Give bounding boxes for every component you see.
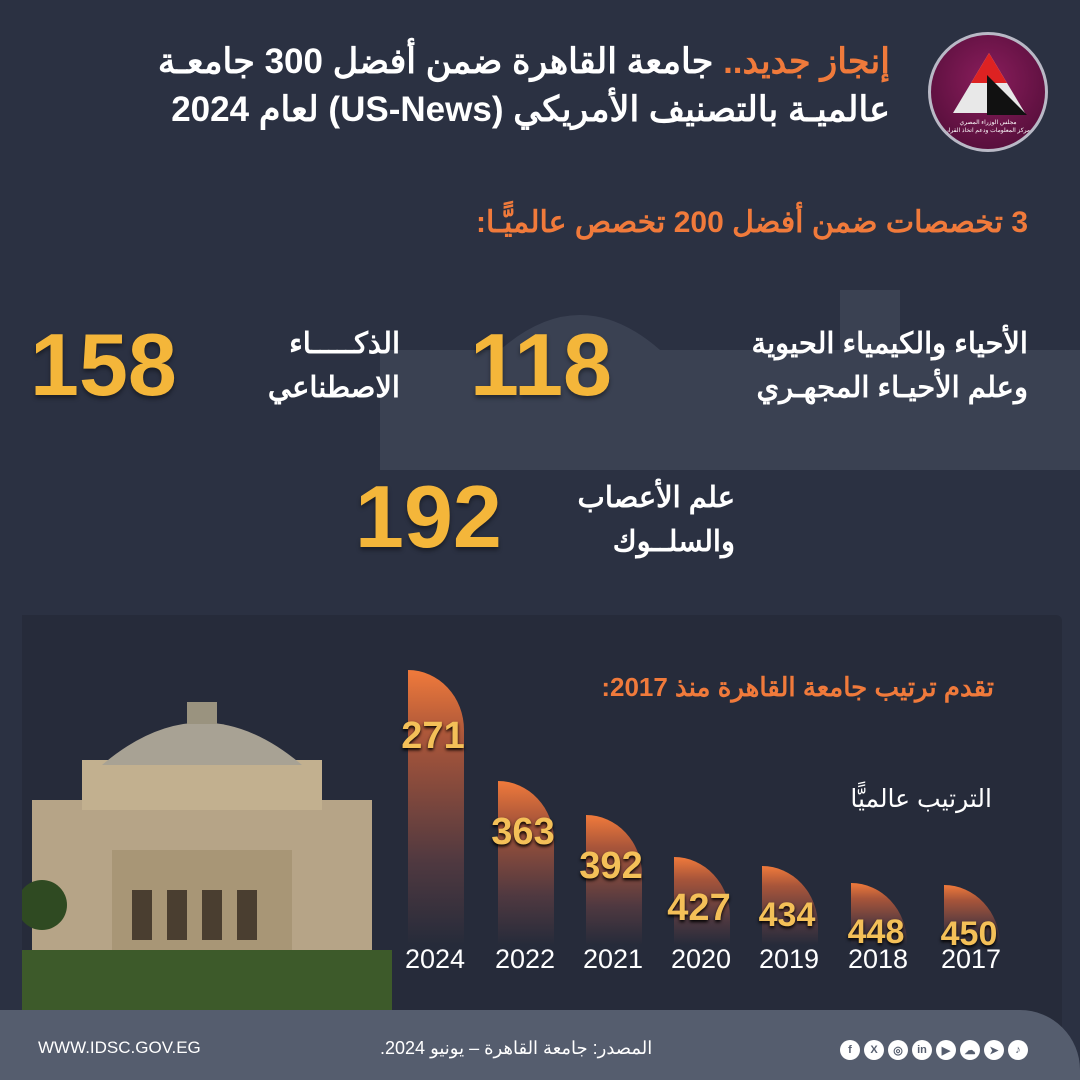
bar-2024 [408, 670, 464, 945]
year-label: 2021 [582, 944, 644, 974]
specialty-label: علم الأعصاب والسلــوك [577, 482, 735, 558]
specialty-label: الأحياء والكيمياء الحيوية وعلم الأحيـاء ا… [751, 328, 1028, 404]
year-label: 2019 [758, 944, 820, 974]
specialty-rank: 118 [470, 315, 612, 414]
x-icon[interactable]: X [864, 1040, 884, 1060]
year-label: 2017 [940, 944, 1002, 974]
bar-value-label: 450 [940, 915, 998, 953]
bar-value-label: 392 [579, 845, 643, 888]
title-line2: عالميـة بالتصنيف الأمريكي (US-News) لعام… [171, 90, 890, 129]
youtube-icon[interactable]: ▶ [936, 1040, 956, 1060]
source-text: المصدر: جامعة القاهرة – يونيو 2024. [380, 1038, 653, 1058]
background-building-silhouette [380, 290, 1080, 470]
idsc-logo: مجلس الوزراء المصري مركز المعلومات ودعم … [928, 32, 1048, 152]
soundcloud-icon[interactable]: ☁ [960, 1040, 980, 1060]
instagram-icon[interactable]: ◎ [888, 1040, 908, 1060]
telegram-icon[interactable]: ➤ [984, 1040, 1004, 1060]
bar-value-label: 448 [847, 912, 905, 951]
social-icons: f X ◎ in ▶ ☁ ➤ ♪ [840, 1040, 1028, 1060]
cairo-university-building-image [22, 702, 392, 1010]
main-title: إنجاز جديد.. جامعة القاهرة ضمن أفضل 300 … [70, 38, 890, 134]
bar-value-label: 271 [401, 715, 465, 758]
bar-value-label: 363 [491, 810, 555, 853]
facebook-icon[interactable]: f [840, 1040, 860, 1060]
chart-ylabel: الترتيب عالميًّا [850, 785, 992, 813]
logo-text: مركز المعلومات ودعم اتخاذ القرار [945, 128, 1031, 134]
year-label: 2024 [404, 944, 466, 974]
bar-2022 [498, 780, 554, 945]
logo-text: مجلس الوزراء المصري [959, 120, 1017, 126]
chart-title: تقدم ترتيب جامعة القاهرة منذ 2017: [601, 672, 994, 702]
linkedin-icon[interactable]: in [912, 1040, 932, 1060]
website-link[interactable]: WWW.IDSC.GOV.EG [38, 1038, 201, 1057]
tiktok-icon[interactable]: ♪ [1008, 1040, 1028, 1060]
specialties-heading: 3 تخصصات ضمن أفضل 200 تخصص عالميًّـا: [476, 206, 1028, 239]
year-label: 2018 [847, 944, 909, 974]
year-label: 2020 [670, 944, 732, 974]
specialty-label: الذكـــــاء الاصطناعي [267, 328, 400, 404]
bar-value-label: 434 [758, 895, 816, 934]
title-highlight: إنجاز جديد.. [723, 42, 890, 81]
year-label: 2022 [494, 944, 556, 974]
bar-value-label: 427 [667, 887, 731, 930]
specialty-rank: 158 [30, 315, 177, 414]
specialty-rank: 192 [355, 467, 502, 566]
title-line1: جامعة القاهرة ضمن أفضل 300 جامعـة [157, 42, 724, 81]
